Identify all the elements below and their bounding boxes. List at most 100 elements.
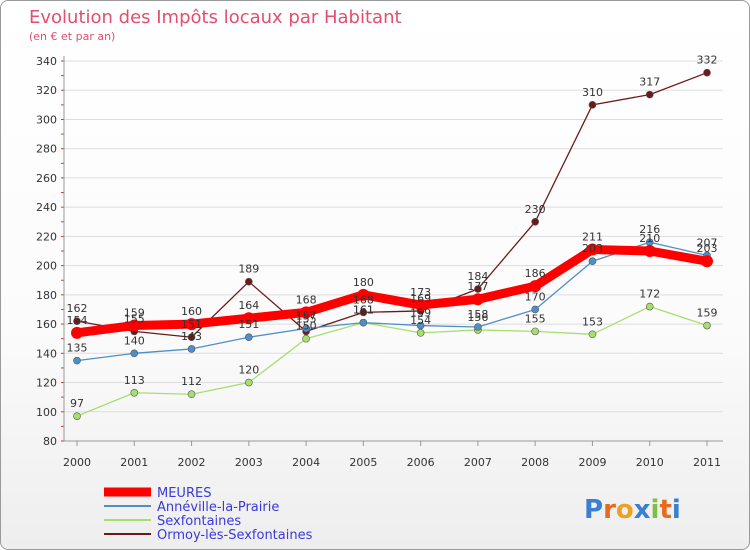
data-label: 203 (582, 242, 603, 255)
data-label: 159 (697, 307, 718, 320)
data-label: 173 (410, 286, 431, 299)
data-label: 317 (639, 76, 660, 89)
series-line-2 (76, 305, 708, 417)
data-label: 160 (181, 305, 202, 318)
data-point (187, 390, 196, 399)
y-tick-label: 340 (36, 55, 57, 68)
data-point (128, 319, 141, 332)
data-point (73, 356, 81, 365)
data-label: 164 (238, 299, 259, 312)
data-label: 211 (582, 231, 603, 244)
data-point (474, 323, 482, 331)
data-point (643, 245, 656, 257)
data-point (73, 317, 81, 325)
y-tick-labels: 80 100 120 140 160 180 200 220 240 260 280 300 320 34… (36, 55, 57, 448)
y-tick-label: 120 (36, 377, 57, 390)
data-point (130, 349, 139, 358)
y-tick-label: 140 (36, 347, 57, 360)
data-label: 207 (697, 236, 718, 249)
x-tick-label: 2003 (235, 456, 263, 469)
logo-letter: x (634, 495, 651, 525)
data-label: 203 (697, 242, 718, 255)
data-point (245, 277, 253, 286)
series-line-1 (76, 241, 708, 362)
legend: MEURESAnnéville-la-PrairieSexfontainesOr… (104, 486, 313, 543)
logo-letter: i (651, 495, 660, 525)
logo-letter: o (616, 495, 634, 525)
data-point (703, 321, 711, 330)
legend-entry: Sexfontaines (157, 514, 241, 529)
data-point (529, 280, 542, 293)
data-label: 155 (525, 312, 546, 325)
data-label: 310 (582, 86, 603, 99)
data-label: 169 (410, 292, 431, 305)
data-point (416, 329, 425, 337)
data-label: 210 (639, 232, 660, 245)
x-tick-label: 2004 (292, 456, 320, 469)
x-tick-label: 2000 (63, 456, 91, 469)
y-tick-label: 160 (36, 318, 57, 331)
data-point (586, 243, 599, 256)
y-tick-label: 100 (36, 406, 57, 419)
x-tick-label: 2001 (120, 456, 148, 469)
data-label: 184 (467, 270, 488, 283)
chart-subtitle: (en € et par an) (29, 30, 115, 43)
data-label: 140 (124, 334, 145, 347)
data-label: 168 (296, 293, 317, 306)
data-label: 156 (467, 311, 488, 324)
series-line-0 (72, 245, 712, 338)
series-lines (71, 68, 713, 420)
data-label: 161 (353, 304, 374, 317)
data-label: 189 (238, 263, 259, 276)
x-tick-label: 2006 (407, 456, 435, 469)
x-tick-label: 2008 (521, 456, 549, 469)
data-label: 230 (525, 203, 546, 216)
y-tick-label: 320 (36, 84, 57, 97)
data-label: 177 (467, 280, 488, 293)
y-tick-label: 200 (36, 260, 57, 273)
logo-letter: t (659, 495, 671, 525)
data-point (245, 333, 253, 342)
data-point (588, 101, 597, 109)
x-tick-label: 2002 (178, 456, 206, 469)
data-label: 158 (467, 308, 488, 321)
data-point (645, 90, 654, 99)
data-point (414, 299, 427, 312)
x-tick-label: 2005 (349, 456, 377, 469)
data-point (73, 412, 81, 420)
data-point (416, 321, 425, 330)
data-label: 170 (525, 290, 546, 303)
data-point (71, 326, 83, 339)
data-point (359, 318, 368, 327)
series-line-3 (76, 72, 708, 338)
data-point (300, 306, 313, 319)
x-tick-label: 2010 (636, 456, 664, 469)
data-point (130, 388, 139, 397)
data-label: 154 (67, 314, 88, 327)
data-label: 113 (124, 374, 145, 387)
chart-title: Evolution des Impôts locaux par Habitant (29, 7, 402, 28)
y-tick-label: 280 (36, 143, 57, 156)
data-label: 150 (296, 320, 317, 333)
y-tick-label: 260 (36, 172, 57, 185)
data-point (588, 257, 597, 266)
data-label: 151 (238, 318, 259, 331)
logo-letter: P (584, 495, 603, 525)
data-label: 216 (639, 223, 660, 236)
data-label: 120 (238, 364, 259, 377)
data-label: 159 (410, 307, 431, 320)
data-label: 97 (70, 397, 84, 410)
data-label: 157 (296, 309, 317, 322)
logo-letter: r (603, 495, 616, 525)
data-point (185, 318, 198, 331)
data-point (701, 255, 713, 268)
data-label: 155 (296, 312, 317, 325)
data-point (531, 305, 539, 314)
y-tick-label: 180 (36, 289, 57, 302)
data-point (357, 288, 370, 301)
data-point (588, 330, 597, 339)
y-tick-label: 220 (36, 230, 57, 243)
